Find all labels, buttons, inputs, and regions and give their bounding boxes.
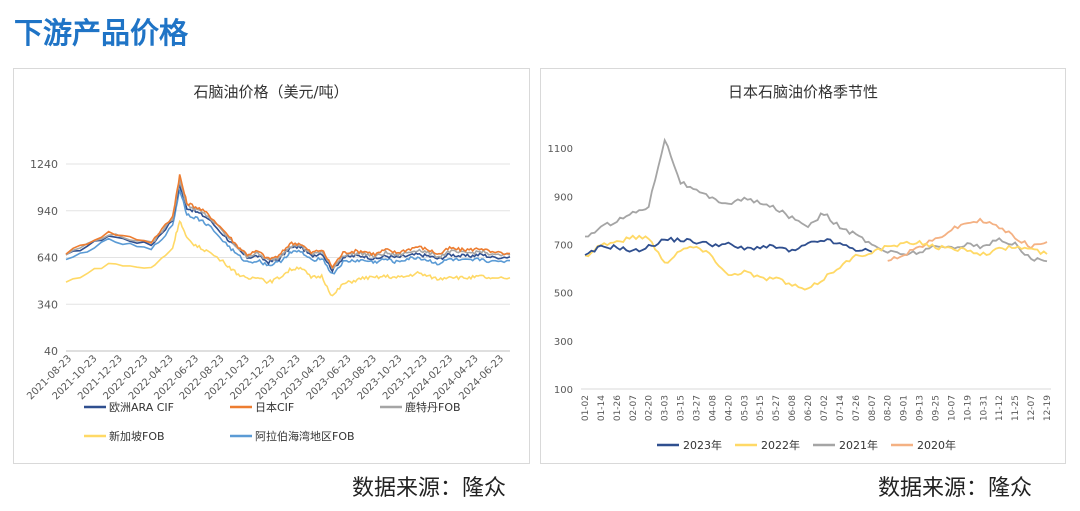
legend-label: 欧洲ARA CIF	[109, 401, 174, 414]
legend-label: 2020年	[917, 438, 956, 452]
legend-label: 2022年	[761, 438, 800, 452]
x-tick-label: 09-01	[900, 395, 910, 421]
series-line--ara-cif-0	[65, 184, 511, 274]
naphtha-price-chart-panel: 石脑油价格（美元/吨） 40 340 640 940 1240 2021-08-23 2021…	[13, 68, 530, 464]
series-line-2020--3	[887, 217, 1048, 262]
legend-label: 2021年	[839, 438, 878, 452]
source-note-right: 数据来源：隆众	[878, 476, 1033, 501]
y-tick-label: 500	[554, 289, 573, 300]
y-tick-label: 900	[554, 192, 573, 203]
x-tick-label: 09-13	[916, 395, 926, 421]
y-tick-label: 940	[37, 205, 58, 218]
legend-label: 新加坡FOB	[109, 429, 165, 443]
x-tick-label: 04-08	[708, 395, 718, 421]
y-tick-label: 1100	[548, 144, 573, 155]
japan-naphtha-seasonality-chart: 日本石脑油价格季节性 100 300 500 700 900 1100 01-02 01-14 0…	[548, 83, 1053, 452]
x-tick-label: 09-25	[931, 395, 941, 421]
page-title: 下游产品价格	[14, 16, 189, 50]
x-tick-label: 08-07	[868, 395, 878, 421]
x-tick-label: 05-03	[740, 395, 750, 421]
x-tick-label: 01-14	[597, 395, 607, 421]
x-tick-label: 06-08	[788, 395, 798, 421]
naphtha-price-chart: 石脑油价格（美元/吨）4034064094012402021-08-232021…	[25, 83, 511, 443]
x-tick-label: 10-07	[947, 395, 957, 421]
y-tick-label: 340	[37, 298, 58, 311]
legend-label: 鹿特丹FOB	[405, 400, 461, 414]
y-tick-label: 40	[44, 345, 58, 358]
x-tick-label: 03-27	[693, 395, 703, 421]
x-tick-label: 01-26	[613, 395, 623, 421]
y-tick-label: 640	[37, 252, 58, 265]
series-line--cif-1	[65, 174, 511, 270]
series-line-2022--1	[584, 234, 1048, 291]
x-tick-label: 10-31	[979, 395, 989, 421]
x-tick-label: 10-19	[963, 395, 973, 421]
x-tick-label: 05-15	[756, 395, 766, 421]
x-tick-label: 02-07	[629, 395, 639, 421]
y-tick-label: 700	[554, 240, 573, 251]
x-tick-label: 05-27	[772, 395, 782, 421]
series-line-2021--2	[585, 137, 1048, 263]
x-tick-label: 07-02	[820, 395, 830, 421]
legend-label: 2023年	[683, 438, 722, 452]
x-tick-label: 01-02	[581, 395, 591, 421]
x-tick-label: 03-03	[661, 395, 671, 421]
legend-label: 阿拉伯海湾地区FOB	[255, 429, 355, 443]
x-tick-label: 03-15	[677, 395, 687, 421]
x-tick-label: 07-14	[836, 395, 846, 421]
x-tick-label: 02-20	[645, 395, 655, 421]
legend-label: 日本CIF	[255, 400, 294, 414]
x-tick-label: 06-20	[804, 395, 814, 421]
x-tick-label: 08-20	[884, 395, 894, 421]
series-line--fob-3	[65, 219, 511, 297]
chart-title: 日本石脑油价格季节性	[728, 83, 878, 101]
source-note-left: 数据来源：隆众	[352, 476, 507, 501]
chart-title: 石脑油价格（美元/吨）	[193, 83, 348, 101]
x-tick-label: 12-19	[1043, 395, 1053, 421]
x-tick-label: 12-07	[1027, 395, 1037, 421]
x-tick-label: 11-25	[1011, 395, 1021, 421]
series-line-2023--0	[584, 236, 873, 256]
x-tick-label: 11-12	[995, 395, 1005, 421]
y-tick-label: 300	[554, 337, 573, 348]
x-tick-label: 04-20	[724, 395, 734, 421]
series-line--fob-4	[65, 189, 511, 275]
x-tick-label: 07-26	[852, 395, 862, 421]
y-tick-label: 1240	[30, 158, 58, 171]
japan-naphtha-seasonality-panel: 日本石脑油价格季节性 100 300 500 700 900 1100 01-02 01-14 0…	[540, 68, 1066, 464]
y-tick-label: 100	[554, 385, 573, 396]
